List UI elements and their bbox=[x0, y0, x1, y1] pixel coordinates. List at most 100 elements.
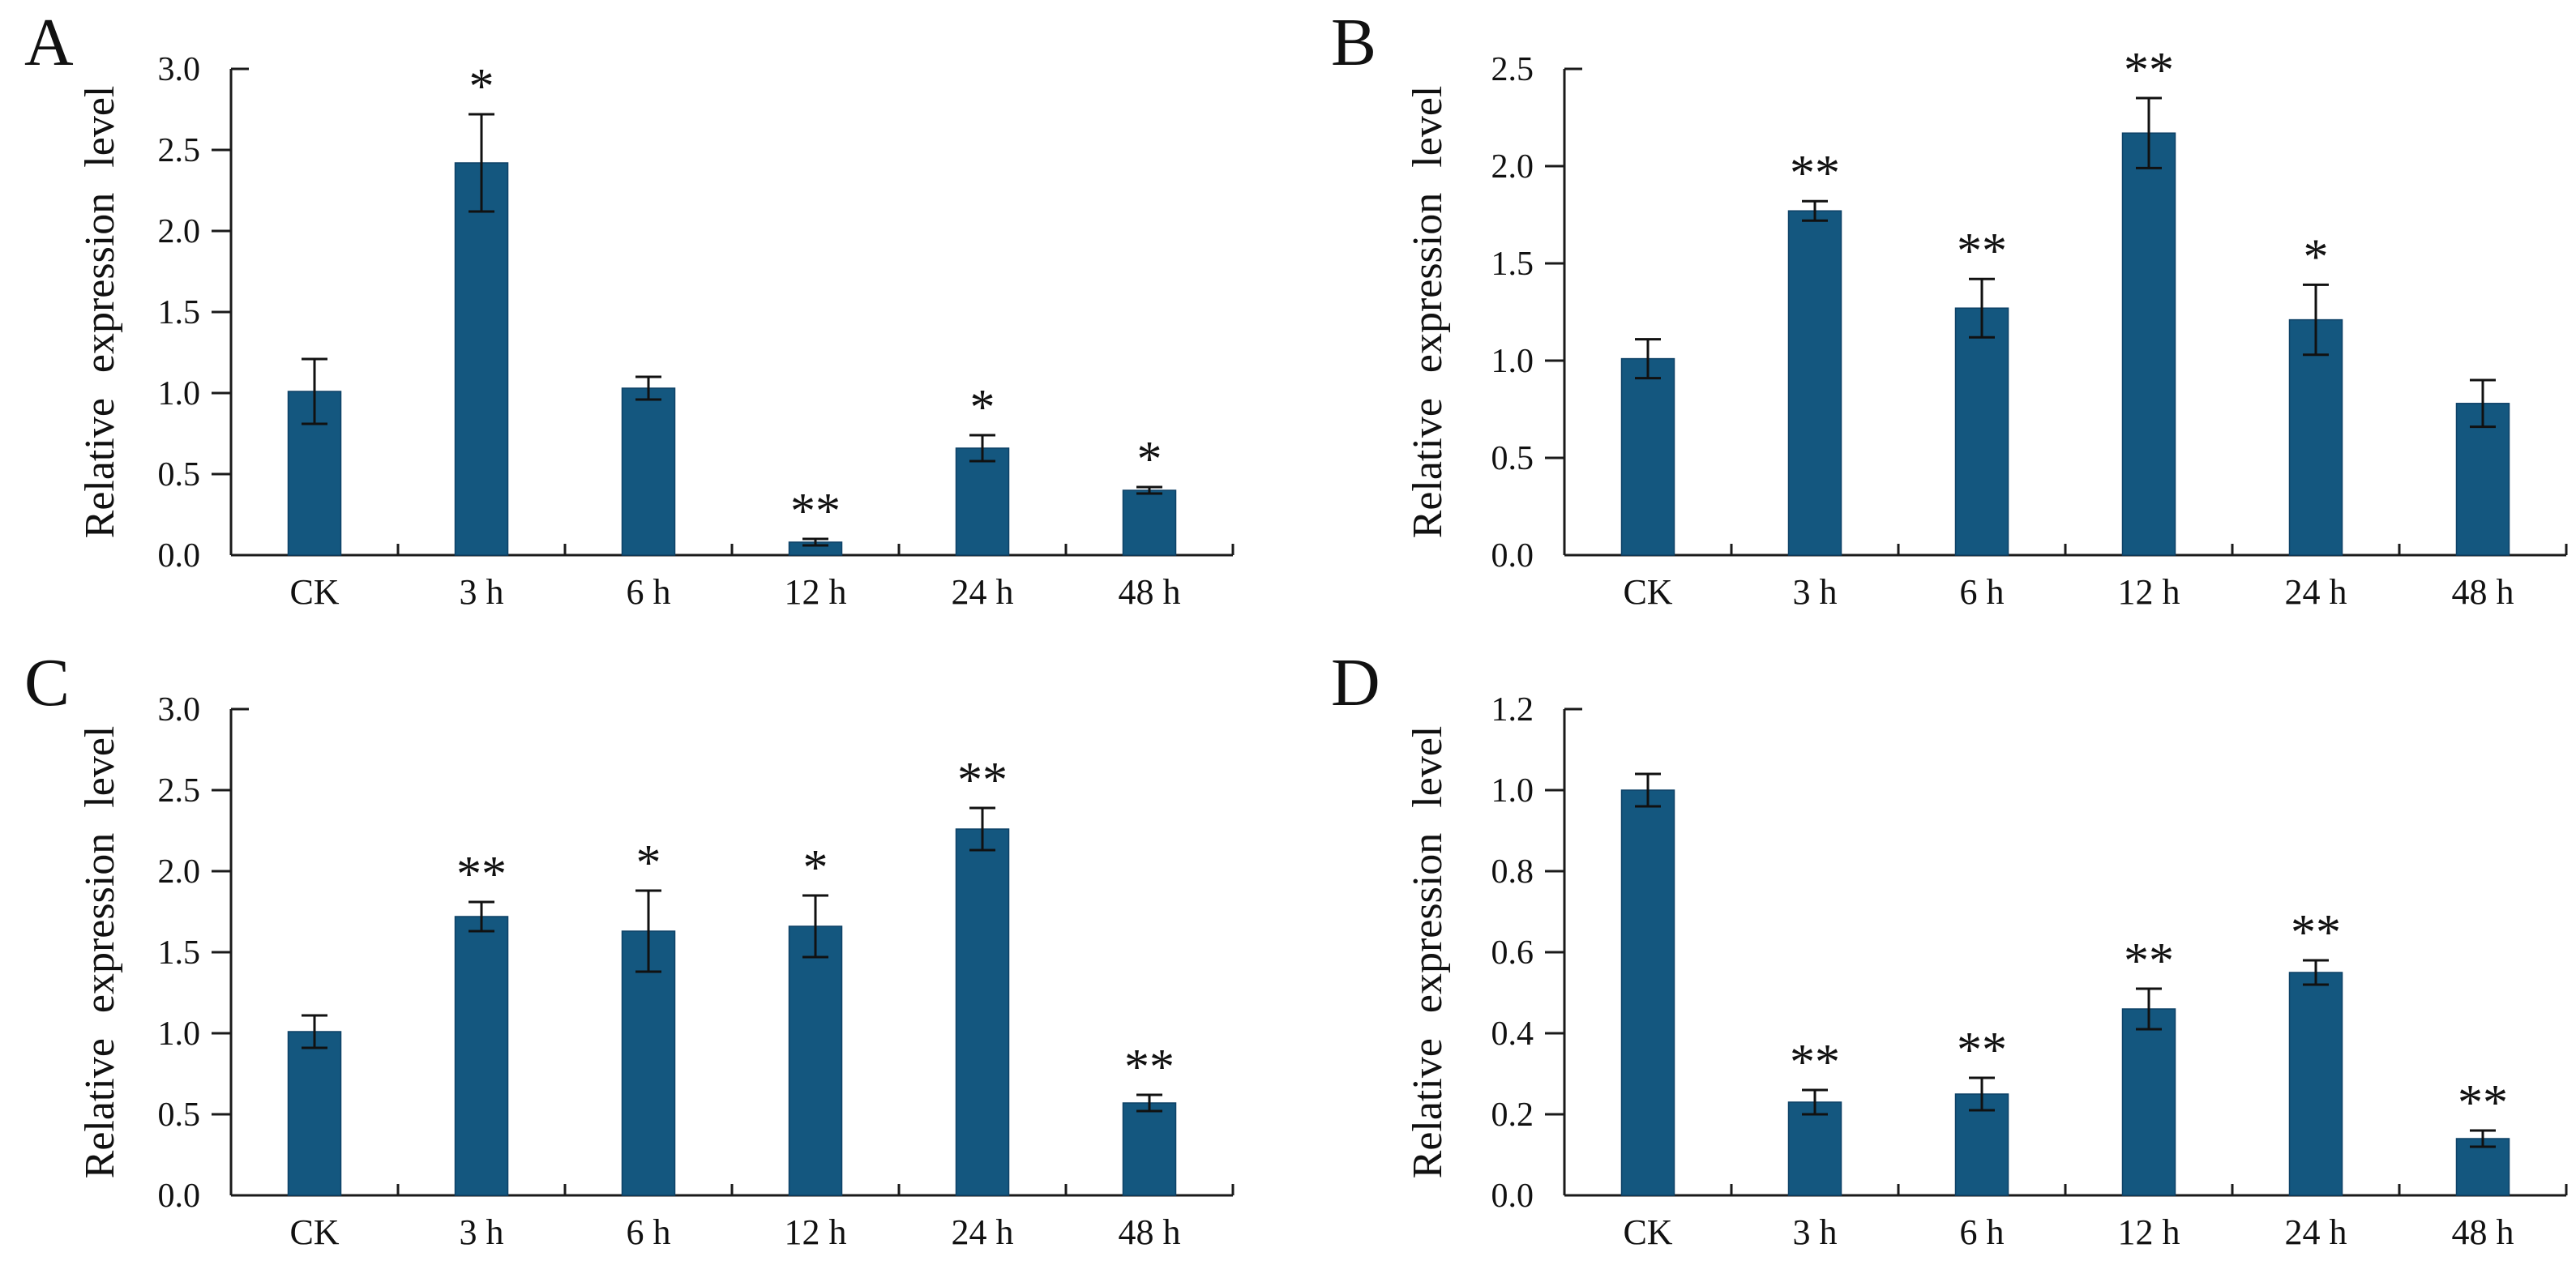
panel-label: B bbox=[1331, 5, 1376, 80]
significance-marker: ** bbox=[1957, 224, 2007, 279]
bar-6h bbox=[1954, 307, 2009, 556]
x-category-label: 12 h bbox=[2118, 1212, 2180, 1252]
y-tick-label: 1.2 bbox=[1491, 691, 1534, 729]
y-tick-label: 0.5 bbox=[158, 456, 201, 494]
y-tick-label: 2.5 bbox=[158, 132, 201, 169]
y-axis-title: Relative expression level bbox=[1405, 86, 1451, 539]
y-tick-label: 1.5 bbox=[158, 934, 201, 972]
y-axis-title: Relative expression level bbox=[77, 86, 123, 539]
x-category-label: 48 h bbox=[1119, 1212, 1181, 1252]
y-tick-label: 0.0 bbox=[1491, 1178, 1534, 1215]
y-tick-label: 0.0 bbox=[1491, 537, 1534, 575]
significance-marker: * bbox=[469, 59, 494, 114]
significance-marker: ** bbox=[2124, 43, 2174, 98]
y-tick-label: 0.0 bbox=[158, 537, 201, 575]
bar-CK bbox=[1620, 357, 1675, 556]
x-category-label: 6 h bbox=[1960, 572, 2005, 612]
x-category-label: 6 h bbox=[627, 572, 671, 612]
x-category-label: CK bbox=[1623, 1212, 1672, 1252]
significance-marker: * bbox=[803, 840, 828, 895]
y-tick-label: 0.5 bbox=[1491, 440, 1534, 477]
x-category-label: 12 h bbox=[785, 572, 847, 612]
y-axis-title: Relative expression level bbox=[1405, 726, 1451, 1179]
bar-48h bbox=[1122, 489, 1177, 556]
x-category-label: 3 h bbox=[460, 1212, 504, 1252]
y-tick-label: 1.5 bbox=[158, 294, 201, 331]
bar-12h bbox=[2121, 132, 2176, 556]
y-tick-label: 2.0 bbox=[158, 853, 201, 891]
significance-marker: ** bbox=[790, 484, 841, 539]
x-category-label: 6 h bbox=[1960, 1212, 2005, 1252]
x-category-label: 24 h bbox=[952, 1212, 1014, 1252]
significance-marker: ** bbox=[1790, 1035, 1840, 1090]
x-category-label: CK bbox=[1623, 572, 1672, 612]
significance-marker: ** bbox=[2124, 934, 2174, 989]
significance-marker: ** bbox=[2458, 1075, 2508, 1131]
y-tick-label: 3.0 bbox=[158, 51, 201, 88]
bar-12h bbox=[788, 925, 843, 1196]
x-category-label: 48 h bbox=[1119, 572, 1181, 612]
x-category-label: 12 h bbox=[785, 1212, 847, 1252]
x-category-label: CK bbox=[289, 572, 339, 612]
y-axis-title: Relative expression level bbox=[77, 726, 123, 1179]
y-tick-label: 0.0 bbox=[158, 1178, 201, 1215]
x-category-label: CK bbox=[289, 1212, 339, 1252]
bar-3h bbox=[454, 916, 509, 1196]
significance-marker: * bbox=[2304, 229, 2329, 284]
panel-label: A bbox=[24, 5, 74, 80]
y-tick-label: 1.0 bbox=[158, 375, 201, 412]
x-category-label: 6 h bbox=[627, 1212, 671, 1252]
y-tick-label: 1.5 bbox=[1491, 246, 1534, 283]
significance-marker: ** bbox=[1957, 1023, 2007, 1078]
significance-marker: ** bbox=[2291, 905, 2341, 960]
y-tick-label: 2.5 bbox=[1491, 51, 1534, 88]
y-tick-label: 2.5 bbox=[158, 772, 201, 810]
significance-marker: ** bbox=[456, 847, 507, 902]
significance-marker: * bbox=[970, 380, 995, 435]
panel-label: C bbox=[24, 645, 70, 720]
x-category-label: 3 h bbox=[1793, 1212, 1838, 1252]
x-category-label: 24 h bbox=[952, 572, 1014, 612]
y-tick-label: 1.0 bbox=[1491, 772, 1534, 810]
bar-24h bbox=[955, 447, 1010, 556]
bar-CK bbox=[1620, 789, 1675, 1196]
bar-24h bbox=[955, 828, 1010, 1196]
significance-marker: ** bbox=[957, 753, 1008, 808]
y-tick-label: 2.0 bbox=[1491, 148, 1534, 186]
significance-marker: ** bbox=[1124, 1040, 1175, 1095]
bar-48h bbox=[2455, 403, 2510, 556]
x-category-label: 24 h bbox=[2285, 1212, 2347, 1252]
x-category-label: 48 h bbox=[2452, 572, 2514, 612]
significance-marker: ** bbox=[1790, 146, 1840, 201]
bar-3h bbox=[454, 162, 509, 556]
significance-marker: * bbox=[636, 836, 661, 891]
y-tick-label: 1.0 bbox=[158, 1015, 201, 1053]
y-tick-label: 0.8 bbox=[1491, 853, 1534, 891]
significance-marker: * bbox=[1137, 432, 1162, 487]
x-category-label: 12 h bbox=[2118, 572, 2180, 612]
y-tick-label: 0.6 bbox=[1491, 934, 1534, 972]
y-tick-label: 3.0 bbox=[158, 691, 201, 729]
y-tick-label: 2.0 bbox=[158, 213, 201, 250]
panel-label: D bbox=[1331, 645, 1380, 720]
bar-24h bbox=[2288, 972, 2343, 1196]
bar-3h bbox=[1787, 210, 1842, 556]
x-category-label: 3 h bbox=[1793, 572, 1838, 612]
x-category-label: 3 h bbox=[460, 572, 504, 612]
bar-CK bbox=[287, 1031, 342, 1196]
x-category-label: 48 h bbox=[2452, 1212, 2514, 1252]
bar-48h bbox=[1122, 1102, 1177, 1196]
y-tick-label: 0.5 bbox=[158, 1096, 201, 1134]
y-tick-label: 1.0 bbox=[1491, 343, 1534, 380]
panel-D: D Relative expression level 0.0 0.2 0.4 0.6 0.… bbox=[1331, 645, 2568, 1252]
x-category-label: 24 h bbox=[2285, 572, 2347, 612]
y-tick-label: 0.4 bbox=[1491, 1015, 1534, 1053]
bar-12h bbox=[2121, 1008, 2176, 1196]
y-tick-label: 0.2 bbox=[1491, 1096, 1534, 1134]
panel-B: B Relative expression level 0.0 0.5 1.0 1.5 2.… bbox=[1331, 5, 2568, 612]
bar-3h bbox=[1787, 1101, 1842, 1196]
